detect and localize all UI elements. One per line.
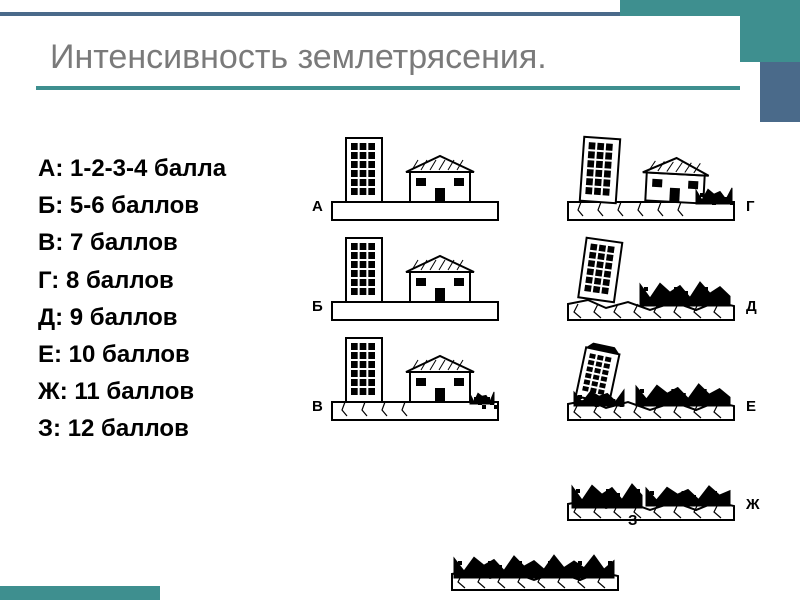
scene-label-Б: Б [312, 298, 323, 315]
legend-row: Б: 5-6 баллов [38, 187, 226, 224]
scene-label-Е: Е [746, 398, 756, 415]
legend-row: Ж: 11 баллов [38, 373, 226, 410]
legend-row: Г: 8 баллов [38, 262, 226, 299]
scene-label-А: А [312, 198, 323, 215]
title-underline [36, 86, 740, 90]
legend-row: Е: 10 баллов [38, 336, 226, 373]
bottom-accent [0, 586, 160, 600]
legend-row: В: 7 баллов [38, 224, 226, 261]
scene-З [450, 502, 620, 592]
scene-Е [566, 332, 736, 422]
scene-В [330, 332, 500, 422]
corner-block-2 [760, 62, 800, 122]
corner-block-1 [740, 16, 800, 62]
intensity-legend: А: 1-2-3-4 баллаБ: 5-6 балловВ: 7 баллов… [38, 150, 226, 448]
legend-row: А: 1-2-3-4 балла [38, 150, 226, 187]
legend-row: З: 12 баллов [38, 410, 226, 447]
page-title: Интенсивность землетрясения. [50, 38, 547, 77]
scene-label-Ж: Ж [746, 496, 760, 513]
scene-Г [566, 132, 736, 222]
legend-row: Д: 9 баллов [38, 299, 226, 336]
top-accent-bar [620, 0, 800, 16]
scene-label-З: З [628, 512, 637, 529]
scene-label-Д: Д [746, 298, 757, 315]
scene-А [330, 132, 500, 222]
earthquake-diagram: АБВГДЕЖЗ [330, 132, 770, 572]
scene-Б [330, 232, 500, 322]
scene-label-В: В [312, 398, 323, 415]
scene-Д [566, 232, 736, 322]
scene-label-Г: Г [746, 198, 755, 215]
